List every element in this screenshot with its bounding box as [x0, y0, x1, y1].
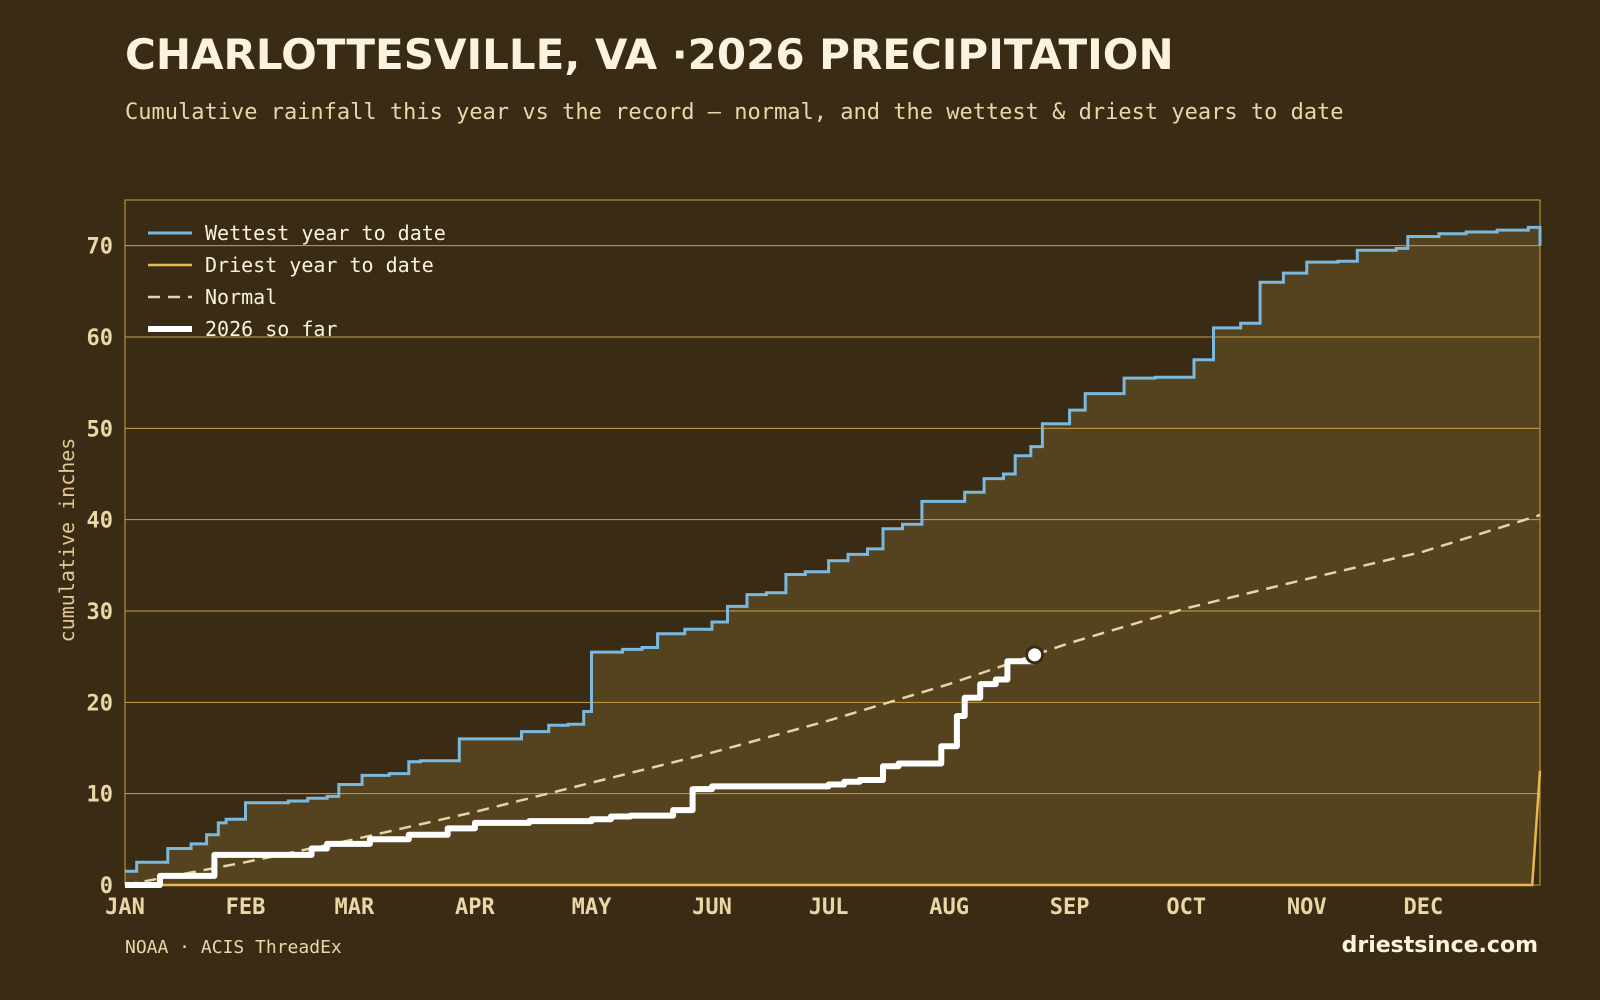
y-axis-label: cumulative inches [55, 438, 79, 643]
x-tick-label: FEB [226, 895, 266, 920]
series-line-current [125, 654, 1038, 888]
x-tick-label: OCT [1166, 895, 1206, 920]
site-link[interactable]: driestsince.com [1341, 933, 1538, 958]
y-tick-label: 30 [87, 600, 114, 625]
y-tick-label: 40 [87, 509, 114, 534]
grid-layer [125, 245, 1540, 795]
page-title: CHARLOTTESVILLE, VA ·2026 PRECIPITATION [125, 30, 1174, 79]
x-tick-label: APR [455, 895, 495, 920]
source-credit: NOAA · ACIS ThreadEx [125, 937, 342, 958]
series-line-driest [125, 770, 1542, 887]
current-endpoint-marker [1025, 645, 1045, 665]
x-tick-label: SEP [1050, 895, 1090, 920]
legend: Wettest year to date Driest year to date N… [148, 221, 446, 341]
y-tick-label: 20 [87, 691, 114, 716]
page-subtitle: Cumulative rainfall this year vs the rec… [125, 100, 1344, 125]
y-tick-label: 50 [87, 417, 114, 442]
fill-layer [125, 227, 1540, 885]
x-tick-label: MAY [572, 895, 612, 920]
y-tick-label: 70 [87, 235, 114, 260]
x-tick-label: JUN [692, 895, 732, 920]
x-tick-label: JAN [105, 895, 145, 920]
y-tick-label: 0 [100, 874, 113, 899]
x-tick-label: AUG [929, 895, 969, 920]
x-tick-label: JUL [809, 895, 849, 920]
record-range-fill [125, 227, 1540, 885]
axis-layer: 0 10 20 30 40 50 60 70 JAN FEB MAR APR MAY JUN JUL AUG S… [87, 235, 1444, 920]
legend-label-normal: Normal [205, 285, 277, 309]
y-tick-label: 60 [87, 326, 114, 351]
x-tick-label: NOV [1287, 895, 1327, 920]
series-line-wettest [125, 225, 1542, 873]
y-tick-label: 10 [87, 783, 114, 808]
x-tick-label: MAR [334, 895, 374, 920]
x-tick-label: DEC [1404, 895, 1444, 920]
legend-label-wettest: Wettest year to date [205, 221, 446, 245]
legend-label-driest: Driest year to date [205, 253, 434, 277]
series-line-normal [124, 513, 1541, 887]
series-layer [124, 225, 1542, 888]
legend-label-current: 2026 so far [205, 317, 337, 341]
